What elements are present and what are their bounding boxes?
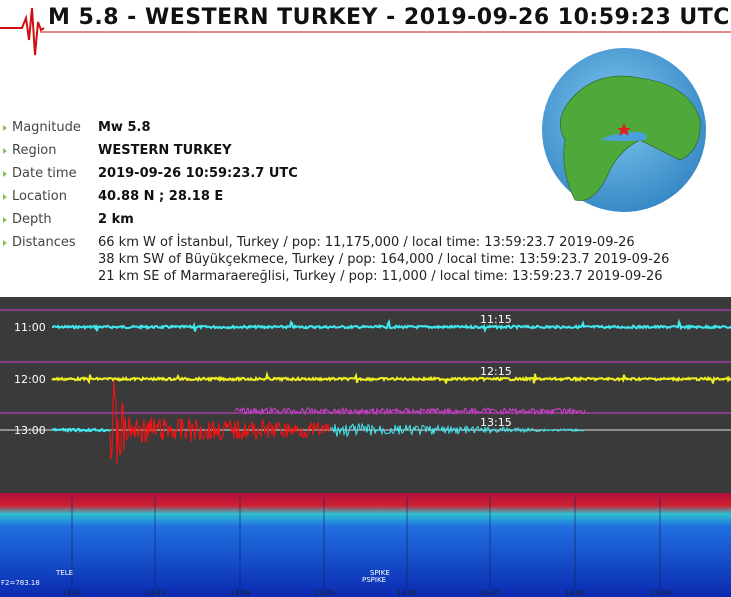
time-label: 13:08 <box>565 589 585 597</box>
trace <box>109 380 331 464</box>
globe <box>542 48 706 212</box>
detail-label: Distances <box>12 235 76 250</box>
spectrogram-marks: 13:02 13:03 13:04 13:05 13:06 13:07 13:08 13:09… <box>1 497 670 597</box>
end-label: 12:15 <box>480 365 512 378</box>
detail-value: 2 km <box>98 212 134 227</box>
annotation: PSPIKE <box>362 576 386 584</box>
distance-line: 38 km SW of Büyükçekmece, Turkey / pop: … <box>98 252 670 267</box>
spectrogram <box>0 493 731 597</box>
bullet <box>3 194 7 200</box>
detail-value: 40.88 N ; 28.18 E <box>98 189 224 204</box>
time-label: 13:04 <box>230 589 251 597</box>
end-label: 11:15 <box>480 313 512 326</box>
distance-line: 21 km SE of Marmaraereğlisi, Turkey / po… <box>98 269 663 284</box>
trace <box>234 406 586 416</box>
seismogram-panel <box>0 297 731 493</box>
detail-value: 2019-09-26 10:59:23.7 UTC <box>98 166 298 181</box>
time-label: 13:07 <box>480 589 500 597</box>
bullet <box>3 171 7 177</box>
title: M 5.8 - WESTERN TURKEY - 2019-09-26 10:5… <box>48 5 730 30</box>
end-label: 13:15 <box>480 416 512 429</box>
time-label: 13:09 <box>650 589 670 597</box>
trace <box>51 318 731 334</box>
detail-label: Magnitude <box>12 120 81 135</box>
bullet <box>3 125 7 131</box>
annotation: TELE <box>55 569 73 577</box>
time-label: 13:03 <box>145 589 165 597</box>
distance-line: 66 km W of İstanbul, Turkey / pop: 11,17… <box>98 235 635 250</box>
detail-label: Region <box>12 143 57 158</box>
annotation: SPIKE <box>370 569 390 577</box>
freq-label: F2=783.18 <box>1 579 40 587</box>
bullet <box>3 148 7 154</box>
time-label: 13:02 <box>62 589 82 597</box>
trace <box>329 422 586 438</box>
trace <box>51 427 111 433</box>
row-label: 11:00 <box>14 321 46 334</box>
time-label: 13:05 <box>314 589 334 597</box>
detail-label: Depth <box>12 212 52 227</box>
bullet <box>3 217 7 223</box>
detail-value: WESTERN TURKEY <box>98 143 232 158</box>
trace <box>51 370 731 385</box>
bullet <box>3 240 7 246</box>
detail-value: Mw 5.8 <box>98 120 151 135</box>
logo <box>0 7 45 56</box>
detail-label: Date time <box>12 166 77 181</box>
row-label: 12:00 <box>14 373 46 386</box>
time-label: 13:06 <box>397 589 418 597</box>
detail-label: Location <box>12 189 67 204</box>
